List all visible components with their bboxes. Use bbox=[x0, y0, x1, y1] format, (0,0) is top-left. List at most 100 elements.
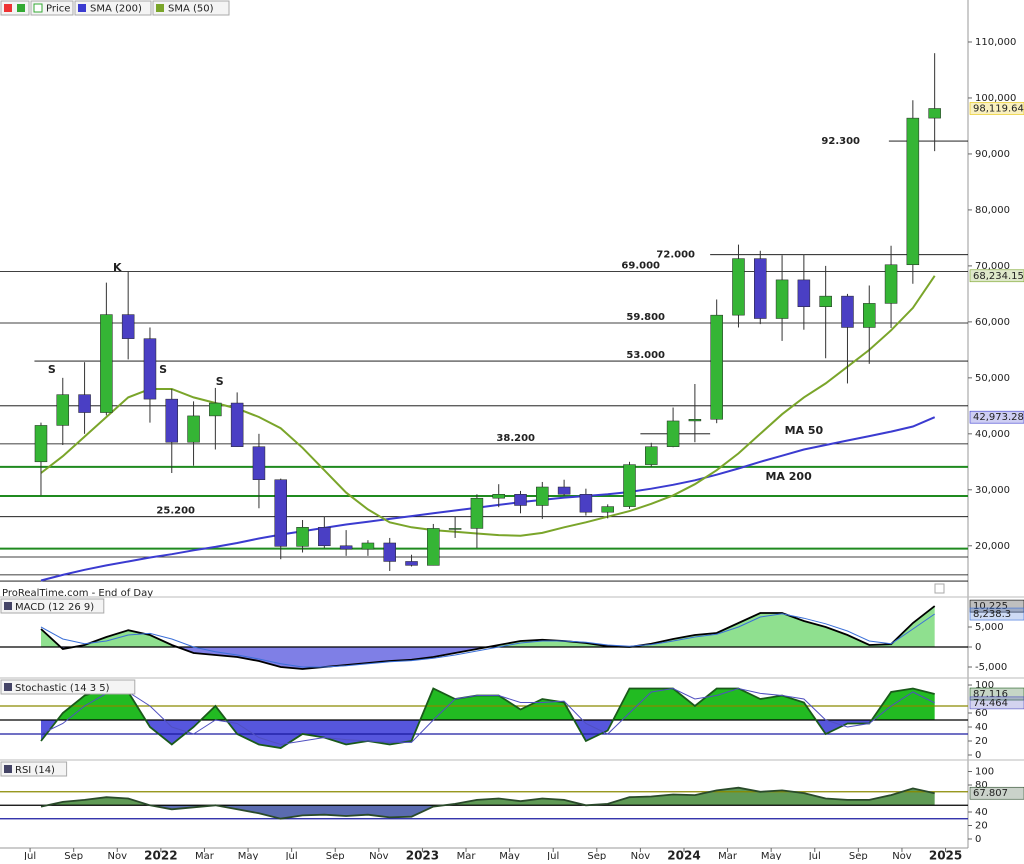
candle-body bbox=[732, 258, 745, 316]
last-value-tag: 42,973.28 bbox=[973, 412, 1024, 423]
candle-body bbox=[318, 527, 331, 547]
y-tick-label: 70,000 bbox=[975, 261, 1010, 272]
level-label: 25.200 bbox=[156, 506, 195, 517]
x-tick-label: Nov bbox=[631, 851, 651, 860]
level-label: 59.800 bbox=[626, 312, 665, 323]
last-value-tag: 8,238.3 bbox=[973, 609, 1011, 620]
candle-body bbox=[165, 398, 179, 443]
last-value-tag-box bbox=[969, 696, 1024, 710]
moving-average-line bbox=[40, 416, 936, 582]
last-value-tag: 67.807 bbox=[973, 788, 1008, 799]
y-tick-label: 60,000 bbox=[975, 317, 1010, 328]
candle-body bbox=[884, 264, 898, 304]
source-note: ProRealTime.com - End of Day bbox=[2, 588, 153, 599]
candle-body bbox=[819, 295, 832, 308]
candle-body bbox=[339, 545, 353, 550]
y-tick-label: 40 bbox=[975, 807, 988, 818]
candle-body bbox=[514, 494, 527, 506]
y-tick-label: 0 bbox=[975, 642, 981, 653]
candle-body bbox=[841, 295, 854, 328]
last-value-tag-box bbox=[969, 786, 1024, 800]
x-tick-label: 2023 bbox=[406, 849, 439, 861]
candle-body bbox=[143, 338, 157, 400]
candle-body bbox=[78, 394, 91, 413]
y-tick-label: 90,000 bbox=[975, 149, 1010, 160]
candle-body bbox=[427, 528, 440, 566]
x-tick-label: Nov bbox=[108, 851, 128, 860]
candle-body bbox=[470, 497, 484, 529]
y-tick-label: 50,000 bbox=[975, 373, 1010, 384]
candle-body bbox=[296, 527, 309, 547]
y-tick-label: -5,000 bbox=[975, 662, 1007, 673]
panel-title: Stochastic (14 3 5) bbox=[15, 683, 110, 694]
candle-body bbox=[34, 425, 48, 463]
panel-title-box bbox=[0, 598, 105, 614]
x-tick-label: May bbox=[761, 851, 782, 860]
candle-body bbox=[754, 258, 767, 319]
scroll-icon bbox=[934, 583, 945, 594]
candle-body bbox=[252, 446, 266, 480]
y-tick-label: 80,000 bbox=[975, 205, 1010, 216]
candle-body bbox=[121, 314, 135, 339]
y-tick-label: 0 bbox=[975, 750, 981, 761]
x-tick-label: Nov bbox=[892, 851, 912, 860]
indicator-line bbox=[40, 786, 935, 820]
x-tick-label: Sep bbox=[587, 851, 606, 860]
candle-body bbox=[775, 279, 789, 319]
candle-body bbox=[797, 279, 811, 308]
last-value-tag-box bbox=[969, 102, 1024, 115]
candle-body bbox=[536, 486, 549, 506]
y-tick-label: 100,000 bbox=[975, 93, 1016, 104]
annotation: S bbox=[48, 363, 56, 376]
candle-body bbox=[579, 494, 593, 513]
candle-body bbox=[557, 486, 571, 495]
candle-body bbox=[928, 108, 941, 119]
moving-average-line bbox=[40, 275, 936, 537]
level-label: 53.000 bbox=[626, 350, 665, 361]
last-value-tag-box bbox=[969, 607, 1024, 621]
x-tick-label: Mar bbox=[457, 851, 477, 860]
last-value-tag: 87.116 bbox=[973, 689, 1008, 700]
indicator-area bbox=[40, 606, 935, 647]
panel-title: MACD (12 26 9) bbox=[15, 602, 94, 613]
x-tick-label: Nov bbox=[369, 851, 389, 860]
annotation: MA 200 bbox=[765, 470, 812, 483]
indicator-line bbox=[40, 687, 935, 746]
x-tick-label: 2024 bbox=[667, 849, 700, 861]
candle-body bbox=[492, 494, 505, 499]
x-tick-label: Jul bbox=[546, 851, 559, 860]
x-tick-label: 2022 bbox=[144, 849, 177, 861]
panel-title-icon bbox=[4, 602, 12, 610]
candle-body bbox=[56, 394, 70, 426]
candle-body bbox=[209, 402, 222, 417]
candle-body bbox=[448, 528, 462, 530]
last-value-tag: 68,234.15 bbox=[973, 271, 1024, 282]
candle-body bbox=[361, 542, 375, 550]
last-value-tag-box bbox=[969, 269, 1024, 283]
y-tick-label: 20 bbox=[975, 820, 988, 831]
x-tick-label: Sep bbox=[64, 851, 83, 860]
legend-swatch bbox=[33, 3, 43, 13]
panel-title-box bbox=[0, 761, 68, 777]
candle-body bbox=[383, 542, 396, 562]
candle-body bbox=[100, 314, 113, 413]
x-tick-label: Sep bbox=[849, 851, 868, 860]
candle-body bbox=[601, 506, 614, 513]
panel-title-icon bbox=[4, 765, 12, 773]
legend-box bbox=[152, 0, 230, 16]
y-tick-label: 30,000 bbox=[975, 485, 1010, 496]
last-value-tag: 98,119.64 bbox=[973, 103, 1024, 114]
annotation: MA 50 bbox=[785, 424, 824, 437]
x-tick-label: May bbox=[238, 851, 259, 860]
level-label: 69.000 bbox=[621, 260, 660, 271]
candle-body bbox=[710, 314, 723, 420]
legend-swatch bbox=[156, 4, 164, 12]
x-tick-label: Jul bbox=[808, 851, 821, 860]
legend-label: SMA (50) bbox=[168, 4, 214, 15]
y-tick-label: 20,000 bbox=[975, 541, 1010, 552]
candle-body bbox=[230, 402, 244, 447]
y-tick-label: 40,000 bbox=[975, 429, 1010, 440]
candle-body bbox=[274, 479, 287, 547]
candle-body bbox=[666, 420, 680, 447]
last-value-tag-box bbox=[969, 599, 1024, 613]
